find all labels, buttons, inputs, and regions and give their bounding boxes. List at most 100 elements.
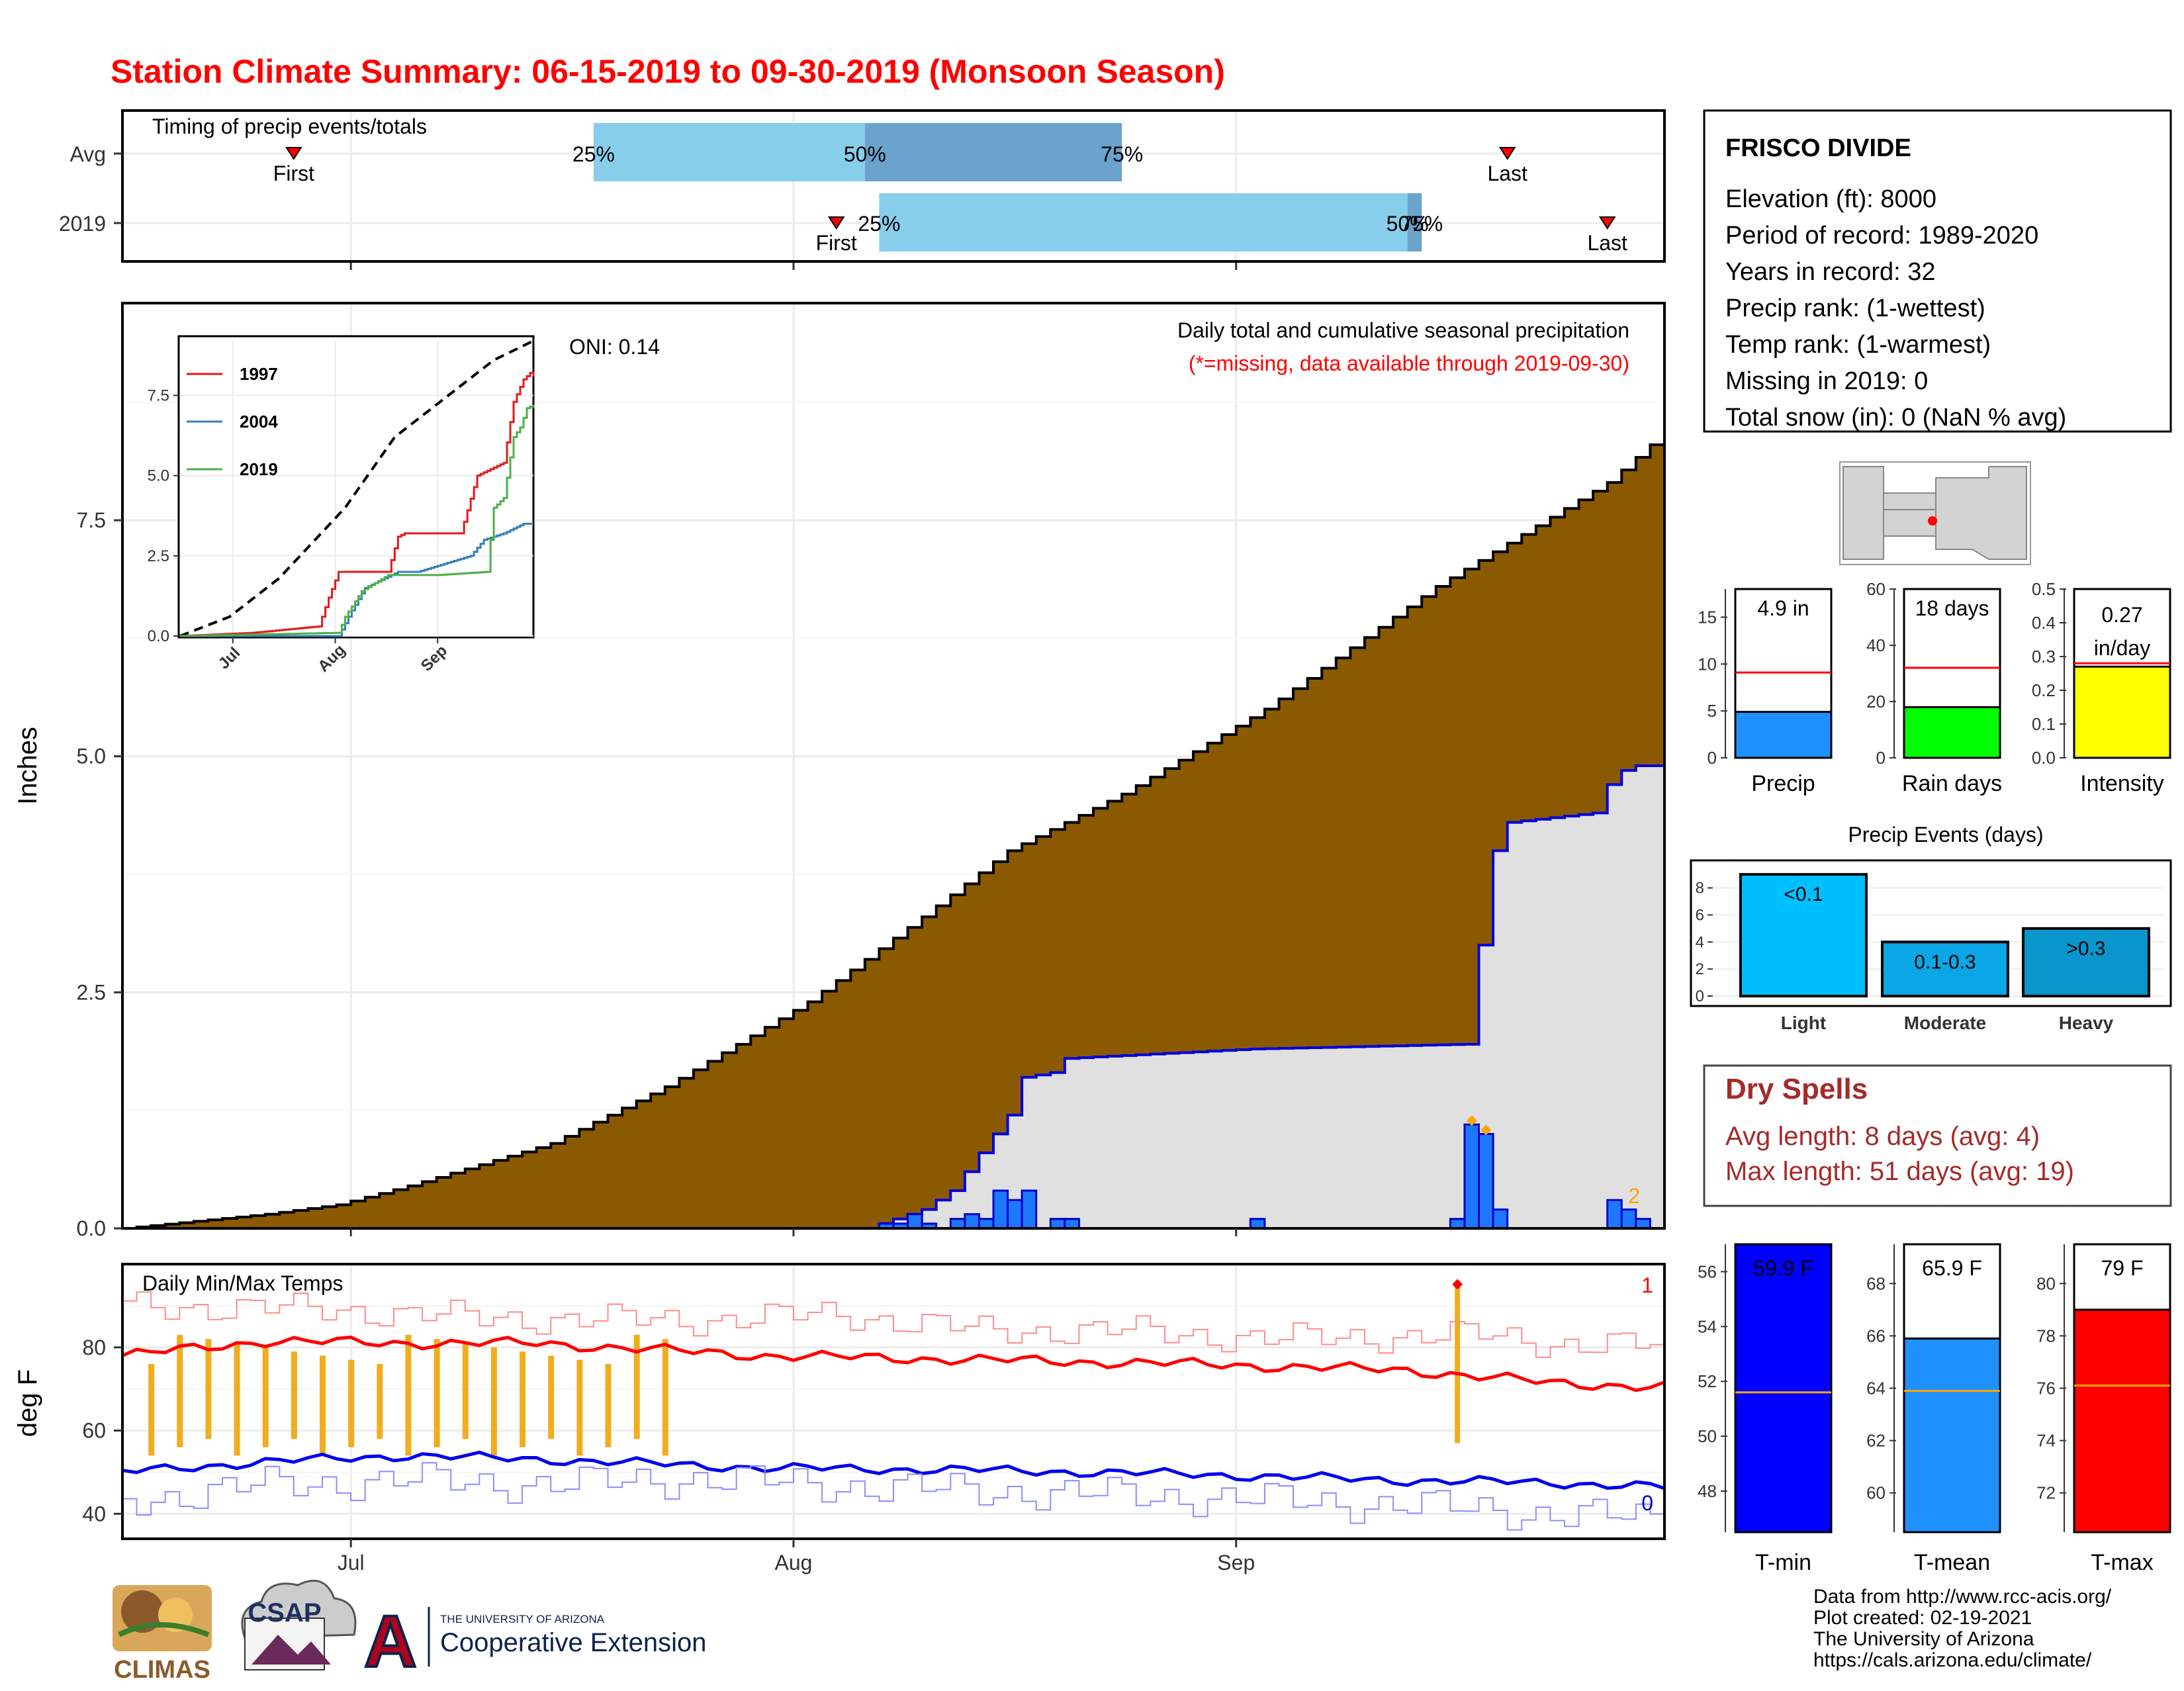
events-bar-heavy bbox=[2022, 927, 2150, 998]
station-line: Precip rank: (1-wettest) bbox=[1725, 295, 1985, 322]
summary-ytick-label: 0.0 bbox=[2032, 748, 2056, 768]
events-bar-moderate bbox=[1881, 940, 2009, 997]
ua-block-a: A bbox=[364, 1601, 416, 1682]
record-temp-bar bbox=[148, 1363, 155, 1456]
daily-precip-bar bbox=[1049, 1218, 1066, 1230]
events-category-label: Heavy bbox=[2059, 1013, 2114, 1033]
summary-ytick-label: 66 bbox=[1866, 1326, 1886, 1346]
ua-logo: A THE UNIVERSITY OF ARIZONA Cooperative … bbox=[363, 1600, 706, 1684]
credit-line: Data from http://www.rcc-acis.org/ bbox=[1813, 1586, 2112, 1608]
summary-ytick-label: 40 bbox=[1866, 635, 1886, 655]
inset-ytick-label: 5.0 bbox=[148, 467, 169, 485]
station-line: Years in record: 32 bbox=[1725, 258, 1936, 286]
summary-ytick-label: 10 bbox=[1698, 654, 1717, 674]
oni-label: ONI: 0.14 bbox=[569, 335, 660, 359]
ua-line-1: THE UNIVERSITY OF ARIZONA bbox=[440, 1613, 605, 1625]
extreme-precip-marker bbox=[1466, 1115, 1477, 1126]
temp-ytick-label: 60 bbox=[82, 1419, 106, 1443]
extreme-precip-marker bbox=[1480, 1124, 1492, 1136]
summary-ytick-label: 62 bbox=[1866, 1431, 1886, 1451]
avg-max-temp-line bbox=[121, 1335, 1665, 1393]
summary-ytick-label: 60 bbox=[1866, 1483, 1886, 1503]
summary-ytick-label: 54 bbox=[1698, 1316, 1717, 1336]
summary-value-label: in/day bbox=[2094, 636, 2150, 660]
summary-bar-t-max bbox=[2073, 1308, 2171, 1533]
station-marker bbox=[1928, 516, 1937, 526]
summary-ytick-label: 0.1 bbox=[2032, 714, 2056, 734]
record-temp-bar bbox=[605, 1363, 612, 1447]
precip-note-2: (*=missing, data available through 2019-… bbox=[1189, 351, 1629, 375]
record-temp-bar bbox=[205, 1339, 212, 1440]
record-temp-bar bbox=[490, 1347, 497, 1456]
summary-ytick-label: 78 bbox=[2036, 1326, 2056, 1346]
summary-ytick-label: 0.5 bbox=[2032, 579, 2056, 599]
record-temp-bar bbox=[291, 1351, 297, 1440]
timing-bar-25-50 bbox=[593, 123, 865, 181]
summary-ytick-label: 76 bbox=[2036, 1379, 2056, 1398]
dry-spells-avg: Avg length: 8 days (avg: 4) bbox=[1725, 1122, 2040, 1151]
daily-precip-bar bbox=[1249, 1218, 1266, 1230]
summary-axis-label: T-max bbox=[2091, 1550, 2153, 1575]
daily-precip-bar bbox=[964, 1213, 980, 1230]
temp-xtick-label: Jul bbox=[338, 1551, 365, 1575]
summary-bar-t-mean bbox=[1903, 1337, 2001, 1533]
timing-label-25: 25% bbox=[572, 142, 615, 166]
temp-ytick-label: 40 bbox=[82, 1502, 106, 1526]
summary-ytick-label: 0 bbox=[1707, 748, 1717, 768]
avg-min-temp-line bbox=[122, 1450, 1665, 1490]
summary-value-label: 0.27 bbox=[2101, 603, 2142, 627]
daily-precip-bar bbox=[1635, 1218, 1651, 1230]
events-ytick-label: 4 bbox=[1696, 933, 1704, 951]
record-temp-bar bbox=[576, 1359, 583, 1456]
temp-title: Daily Min/Max Temps bbox=[142, 1271, 343, 1295]
page-title: Station Climate Summary: 06-15-2019 to 0… bbox=[111, 53, 1225, 90]
temp-panel: 40 60 80 Jul Aug Sep Daily Min/Max Temps deg… bbox=[13, 1263, 1666, 1575]
station-line: Missing in 2019: 0 bbox=[1725, 367, 1928, 395]
daily-precip-bar bbox=[1620, 1208, 1637, 1230]
timing-label-25: 25% bbox=[858, 212, 900, 236]
record-temp-bar bbox=[234, 1343, 240, 1456]
events-ytick-label: 2 bbox=[1696, 960, 1704, 978]
station-line: Temp rank: (1-warmest) bbox=[1725, 331, 1991, 359]
events-category-label: Light bbox=[1781, 1013, 1826, 1033]
credits: Data from http://www.rcc-acis.org/ Plot … bbox=[1813, 1586, 2112, 1671]
record-temp-bar bbox=[177, 1334, 183, 1447]
summary-bar-t-min bbox=[1734, 1243, 1833, 1533]
summary-ytick-label: 74 bbox=[2036, 1431, 2056, 1451]
summary-ytick-label: 0 bbox=[1876, 748, 1886, 768]
climas-wordmark: CLIMAS bbox=[114, 1656, 210, 1684]
daily-precip-bar bbox=[1021, 1189, 1038, 1230]
cumulative-avg-area bbox=[122, 416, 1664, 1229]
summary-axis-label: Rain days bbox=[1902, 771, 2002, 796]
summary-ytick-label: 5 bbox=[1707, 701, 1717, 721]
precip-events-panel: Precip Events (days) 0 2 4 6 8 <0.1 Light 0.1-0… bbox=[1690, 823, 2172, 1033]
timing-label-75: 75% bbox=[1400, 212, 1443, 236]
summary-ytick-label: 80 bbox=[2036, 1273, 2056, 1293]
temperature-summary-bars: 48 50 52 54 56 59.9 F T-min 60 62 64 66 68 65.9 F T-m… bbox=[1698, 1243, 2171, 1575]
summary-ytick-label: 52 bbox=[1698, 1371, 1717, 1391]
precip-ytick-label: 7.5 bbox=[77, 508, 106, 532]
precip-ytick-label: 0.0 bbox=[77, 1216, 106, 1240]
daily-max-temp-line bbox=[122, 1291, 1665, 1358]
daily-precip-bar bbox=[978, 1218, 995, 1230]
summary-ytick-label: 72 bbox=[2036, 1483, 2056, 1503]
timing-last-marker bbox=[1598, 216, 1616, 230]
record-temp-bar bbox=[1455, 1285, 1461, 1443]
station-locator-map bbox=[1839, 461, 2031, 565]
temp-ylabel: deg F bbox=[13, 1369, 42, 1437]
timing-bar-50-75 bbox=[1407, 193, 1422, 251]
inset-line-2019 bbox=[180, 404, 535, 637]
temp-min-count: 0 bbox=[1641, 1491, 1653, 1515]
precip-ytick-label: 2.5 bbox=[77, 980, 106, 1004]
daily-min-temp-line bbox=[122, 1462, 1665, 1536]
timing-label-50: 50% bbox=[844, 142, 886, 166]
summary-axis-label: T-mean bbox=[1914, 1550, 1990, 1575]
events-bar-label: 0.1-0.3 bbox=[1914, 951, 1976, 973]
credit-line: https://cals.arizona.edu/climate/ bbox=[1813, 1649, 2092, 1671]
summary-axis-label: T-min bbox=[1755, 1550, 1811, 1575]
summary-axis-label: Precip bbox=[1751, 771, 1815, 796]
dry-spells-box: Dry Spells Avg length: 8 days (avg: 4) M… bbox=[1703, 1064, 2172, 1207]
daily-precip-bar bbox=[1064, 1218, 1080, 1230]
